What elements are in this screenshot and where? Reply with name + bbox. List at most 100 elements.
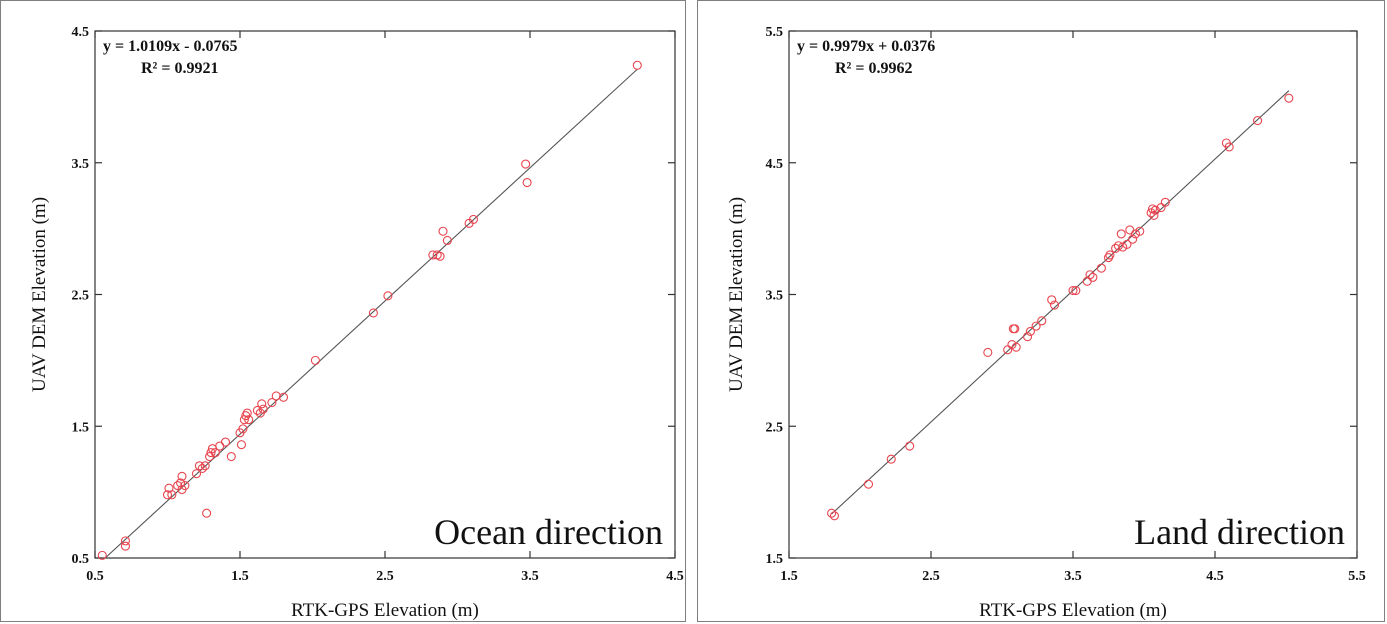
scatter-chart-ocean: 0.5 1.5 2.5 3.5 4.5 0.5 1.5 2.5 3.5 4.5 y = 1.0109… (29, 25, 684, 621)
data-point (383, 291, 393, 301)
r-squared-label: R² = 0.9962 (835, 60, 912, 77)
y-tick-label: 2.5 (72, 289, 90, 304)
trend-line (104, 68, 638, 559)
x-tick-label: 0.5 (86, 569, 104, 584)
data-point (983, 347, 993, 358)
r-squared-label: R² = 0.9921 (141, 60, 218, 77)
data-point (1135, 226, 1145, 236)
y-tick-label: 3.5 (766, 289, 784, 304)
data-point (278, 392, 289, 402)
x-tick-label: 4.5 (666, 569, 684, 584)
y-tick-label: 2.5 (766, 420, 784, 435)
data-point (1031, 321, 1041, 331)
data-point (1284, 93, 1294, 103)
x-tick-label: 5.5 (1348, 569, 1366, 584)
data-point (220, 437, 231, 447)
data-point (428, 250, 438, 260)
chart-panel-ocean: 0.5 1.5 2.5 3.5 4.5 0.5 1.5 2.5 3.5 4.5 y = 1.0109… (0, 0, 686, 622)
data-point (1037, 316, 1047, 326)
data-point (1010, 324, 1020, 334)
data-point (1253, 116, 1263, 126)
data-point (1023, 332, 1033, 342)
data-point (167, 490, 177, 500)
data-point (886, 454, 896, 464)
data-point (176, 478, 186, 488)
y-tick-label: 3.5 (72, 157, 90, 172)
x-tick-label: 4.5 (1206, 569, 1224, 584)
data-point (1116, 229, 1126, 239)
data-point (257, 399, 267, 409)
data-point (1160, 197, 1170, 207)
data-point (180, 480, 190, 491)
x-tick-label: 3.5 (521, 569, 539, 584)
data-point (120, 541, 130, 551)
data-point (194, 461, 204, 471)
data-point (1047, 295, 1057, 305)
data-point (442, 235, 452, 246)
data-point (1105, 250, 1115, 260)
regression-equation: y = 1.0109x - 0.0765 (103, 38, 237, 55)
data-point (267, 397, 277, 408)
data-point (252, 405, 262, 415)
data-point (1068, 285, 1078, 296)
chart-panel-land: 1.5 2.5 3.5 4.5 5.5 1.5 2.5 3.5 4.5 5.5 y = 0.9979… (697, 0, 1385, 622)
data-point (191, 469, 202, 479)
data-point (1125, 225, 1135, 235)
y-tick-label: 1.5 (766, 552, 784, 567)
data-point (162, 490, 173, 500)
data-point (242, 408, 252, 418)
data-point (468, 214, 479, 224)
data-point (210, 448, 220, 458)
data-point (1003, 345, 1013, 355)
data-point (236, 440, 246, 450)
scatter-chart-land: 1.5 2.5 3.5 4.5 5.5 1.5 2.5 3.5 4.5 5.5 y = 0.9979… (726, 25, 1366, 621)
data-point (202, 508, 212, 518)
regression-equation: y = 0.9979x + 0.0376 (797, 38, 935, 55)
x-tick-label: 3.5 (1064, 569, 1082, 584)
data-point (258, 404, 268, 414)
y-tick-label: 4.5 (766, 157, 784, 172)
data-point (829, 511, 839, 521)
data-point (1049, 300, 1060, 310)
data-point (905, 441, 915, 451)
data-point (522, 177, 532, 188)
x-tick-label: 2.5 (376, 569, 394, 584)
data-point (206, 448, 216, 458)
y-axis-title: UAV DEM Elevation (m) (726, 197, 747, 392)
data-point (827, 508, 837, 518)
data-point (1111, 243, 1121, 253)
data-point (226, 452, 236, 462)
data-point (438, 226, 448, 236)
x-tick-label: 2.5 (922, 569, 940, 584)
y-tick-label: 4.5 (72, 25, 90, 40)
data-point (435, 251, 445, 261)
data-point (215, 441, 225, 451)
x-axis-title: RTK-GPS Elevation (m) (291, 600, 479, 621)
data-point (1149, 210, 1159, 220)
data-point (197, 463, 207, 473)
data-point (200, 461, 210, 471)
data-point (120, 536, 130, 546)
y-tick-label: 1.5 (72, 420, 90, 435)
data-point (1128, 234, 1138, 244)
x-axis-title: RTK-GPS Elevation (m) (979, 600, 1167, 621)
y-tick-label: 5.5 (766, 25, 784, 40)
data-point (1122, 239, 1132, 249)
data-point (97, 550, 107, 560)
data-point (1011, 342, 1021, 352)
data-point (1224, 142, 1234, 152)
data-point (177, 471, 187, 481)
data-point (244, 415, 254, 425)
data-point (238, 424, 248, 434)
trend-line (831, 90, 1290, 515)
data-point (1088, 272, 1098, 282)
x-tick-label: 1.5 (231, 569, 249, 584)
data-point (368, 308, 378, 318)
data-point (632, 60, 642, 70)
data-point (863, 479, 874, 489)
x-tick-label: 1.5 (780, 569, 798, 584)
direction-annotation: Ocean direction (434, 512, 663, 552)
y-tick-label: 0.5 (72, 552, 90, 567)
data-point (1071, 285, 1081, 296)
data-point (1085, 270, 1095, 280)
